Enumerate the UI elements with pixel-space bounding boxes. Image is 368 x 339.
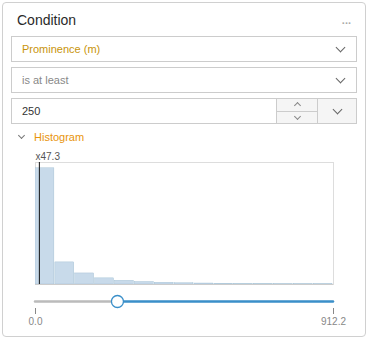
html-text:Histogram: Histogram bbox=[34, 131, 85, 143]
html-text:Prominence (m): Prominence (m) bbox=[22, 43, 101, 55]
svg-text:x47.3: x47.3 bbox=[36, 151, 61, 162]
html-text:Condition: Condition bbox=[17, 12, 77, 28]
svg-text:0.0: 0.0 bbox=[29, 316, 43, 327]
svg-text:912.2: 912.2 bbox=[321, 316, 346, 327]
html-text:250: 250 bbox=[22, 105, 41, 117]
html-text:is at least: is at least bbox=[22, 74, 69, 86]
